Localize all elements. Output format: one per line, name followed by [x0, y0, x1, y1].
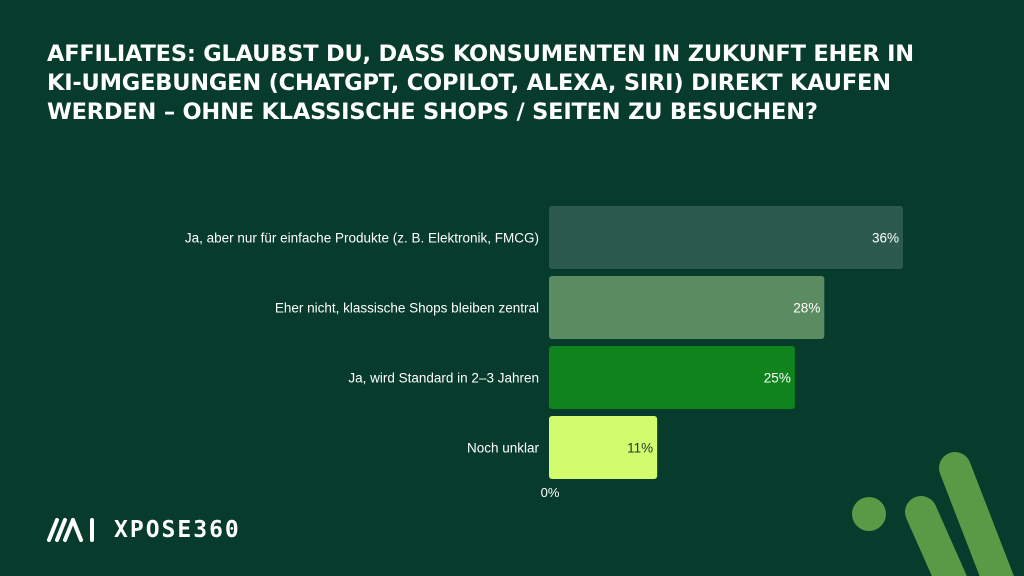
- bars-group: Ja, aber nur für einfache Produkte (z. B…: [185, 206, 903, 479]
- bar: [549, 346, 795, 409]
- value-label: 25%: [764, 371, 791, 386]
- value-label: 36%: [872, 231, 899, 246]
- bar: [549, 276, 825, 339]
- ai-logo-icon: [47, 518, 94, 542]
- category-label: Noch unklar: [467, 441, 540, 456]
- chart-title: Affiliates: Glaubst du, dass Konsumenten…: [47, 41, 914, 125]
- bar: [549, 206, 903, 269]
- brand-name: XPOSE360: [114, 517, 241, 543]
- category-label: Ja, aber nur für einfache Produkte (z. B…: [185, 231, 539, 246]
- category-label: Ja, wird Standard in 2–3 Jahren: [348, 371, 539, 386]
- bar: [549, 416, 658, 479]
- brand-logo: XPOSE360: [46, 514, 241, 546]
- value-label: 28%: [793, 301, 820, 316]
- x-axis-tick-label: 0%: [541, 485, 560, 500]
- value-label: 11%: [627, 441, 653, 456]
- category-label: Eher nicht, klassische Shops bleiben zen…: [275, 301, 539, 316]
